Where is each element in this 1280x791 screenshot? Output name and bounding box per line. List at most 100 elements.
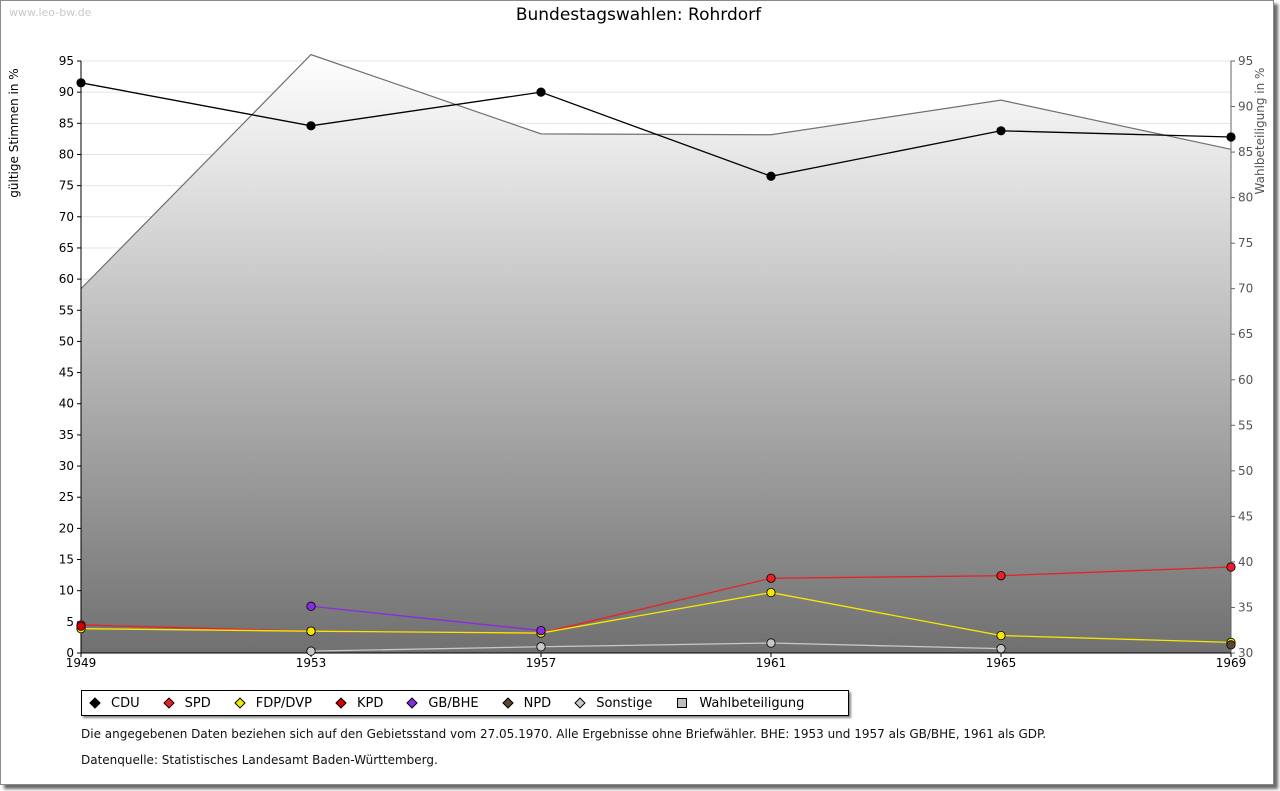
chart-svg: 0 5 10 15 20 25 30 35 40 45 50 55 60 65 70 75 80 85 90 95 30… xyxy=(7,53,1267,670)
y2-tick-label: 85 xyxy=(1238,145,1253,159)
data-point-fdp-dvp xyxy=(996,630,1006,641)
x-tick-label: 1965 xyxy=(986,656,1017,670)
y2-tick-label: 95 xyxy=(1238,54,1253,68)
x-tick-label: 1957 xyxy=(526,656,557,670)
y-tick-label: 70 xyxy=(59,210,74,224)
y2-tick-label: 40 xyxy=(1238,555,1253,569)
y2-tick-label: 45 xyxy=(1238,509,1253,523)
legend-label: Sonstige xyxy=(596,695,653,711)
legend-swatch-box xyxy=(677,698,688,708)
y2-tick-label: 90 xyxy=(1238,100,1253,114)
legend-swatch-marker xyxy=(162,697,175,709)
legend-item: FDP/DVP xyxy=(234,695,312,711)
data-point-spd xyxy=(766,573,776,583)
data-point-gb-bhe xyxy=(306,601,316,611)
series-group xyxy=(76,78,1236,656)
y2-tick-label: 50 xyxy=(1238,464,1253,478)
legend-item: CDU xyxy=(89,695,140,711)
legend-label: GB/BHE xyxy=(428,695,479,711)
y2-axis-label: Wahlbeteiligung in % xyxy=(1253,68,1267,195)
y-tick-label: 20 xyxy=(59,521,74,535)
y-tick-label: 95 xyxy=(59,54,74,68)
series-line-sonstige xyxy=(310,642,1002,652)
y-tick-label: 35 xyxy=(59,428,74,442)
y-tick-label: 5 xyxy=(66,615,74,629)
x-tick-label: 1969 xyxy=(1216,656,1247,670)
series-line-cdu xyxy=(80,82,1232,177)
data-point-cdu xyxy=(766,171,776,181)
y-tick-label: 80 xyxy=(59,147,74,161)
legend-swatch-marker xyxy=(574,697,586,709)
legend-swatch-marker xyxy=(234,697,246,709)
y2-tick-label: 35 xyxy=(1238,600,1253,614)
y2-tick-label: 30 xyxy=(1238,646,1253,660)
legend-label: NPD xyxy=(523,695,552,711)
y2-tick-label: 60 xyxy=(1238,373,1253,387)
series-line-gb-bhe xyxy=(310,605,542,632)
x-tick-label: 1961 xyxy=(756,656,787,670)
x-tick-label: 1953 xyxy=(296,656,327,670)
turnout-area xyxy=(81,54,1231,653)
y-axis-label: gültige Stimmen in % xyxy=(7,68,21,197)
data-point-sonstige xyxy=(536,642,546,652)
data-point-npd xyxy=(1226,640,1236,650)
legend-swatch-marker xyxy=(406,697,418,709)
y-tick-label: 0 xyxy=(66,646,74,660)
y-tick-label: 10 xyxy=(59,584,74,598)
legend-item: Sonstige xyxy=(574,695,653,711)
data-point-cdu xyxy=(76,78,86,88)
y-tick-label: 85 xyxy=(59,116,74,130)
legend-label: CDU xyxy=(111,695,140,711)
data-note: Die angegebenen Daten beziehen sich auf … xyxy=(81,727,1047,741)
y2-tick-label: 65 xyxy=(1238,327,1253,341)
y-tick-label: 50 xyxy=(59,334,74,348)
legend-label: FDP/DVP xyxy=(255,695,312,711)
data-point-cdu xyxy=(1226,132,1236,142)
data-point-kpd xyxy=(76,621,86,631)
y2-tick-label: 80 xyxy=(1238,191,1253,205)
y-tick-label: 30 xyxy=(59,459,74,473)
legend-swatch-marker xyxy=(501,697,514,709)
legend-swatch-marker xyxy=(89,697,101,709)
chart-title: Bundestagswahlen: Rohrdorf xyxy=(515,5,762,25)
y2-tick-label: 70 xyxy=(1238,282,1253,296)
y-tick-label: 60 xyxy=(59,272,74,286)
y-tick-label: 90 xyxy=(59,85,74,99)
legend-item: Wahlbeteiligung xyxy=(677,696,804,711)
axes: 0 5 10 15 20 25 30 35 40 45 50 55 60 65 70 75 80 85 90 95 30… xyxy=(59,54,1254,670)
legend-label: Wahlbeteiligung xyxy=(699,695,805,711)
data-point-gb-bhe xyxy=(536,625,546,636)
y-tick-label: 65 xyxy=(59,241,74,255)
legend-item: NPD xyxy=(501,695,552,711)
legend: CDU SPD FDP/DVP KPD GB/BHE NPD Sonstige Wahlbet… xyxy=(81,690,849,716)
data-point-fdp-dvp xyxy=(306,626,316,636)
y-tick-label: 40 xyxy=(59,397,74,411)
data-point-fdp-dvp xyxy=(766,587,776,598)
series-line-fdp-dvp xyxy=(80,591,1232,644)
axis-labels: gültige Stimmen in % Wahlbeteiligung in … xyxy=(7,68,1267,198)
legend-label: SPD xyxy=(184,695,211,711)
legend-item: KPD xyxy=(335,696,383,711)
data-point-sonstige xyxy=(306,646,316,656)
x-tick-label: 1949 xyxy=(66,656,97,670)
y-tick-label: 25 xyxy=(59,490,74,504)
y-tick-label: 55 xyxy=(59,303,74,317)
y2-tick-label: 55 xyxy=(1238,418,1253,432)
turnout-area-group xyxy=(80,53,1232,653)
y2-tick-label: 75 xyxy=(1238,236,1253,250)
watermark: www.leo-bw.de xyxy=(9,6,92,19)
data-point-cdu xyxy=(536,87,546,97)
y-tick-label: 75 xyxy=(59,179,74,193)
data-source: Datenquelle: Statistisches Landesamt Bad… xyxy=(81,753,438,767)
legend-item: SPD xyxy=(162,695,211,711)
legend-swatch-marker xyxy=(335,697,347,709)
data-point-spd xyxy=(996,571,1006,581)
data-point-cdu xyxy=(996,126,1006,136)
y-tick-label: 15 xyxy=(59,553,74,567)
data-point-spd xyxy=(1226,562,1236,572)
data-point-sonstige xyxy=(766,638,776,648)
legend-item: GB/BHE xyxy=(406,695,479,711)
data-point-sonstige xyxy=(996,644,1006,654)
data-point-cdu xyxy=(306,121,316,131)
